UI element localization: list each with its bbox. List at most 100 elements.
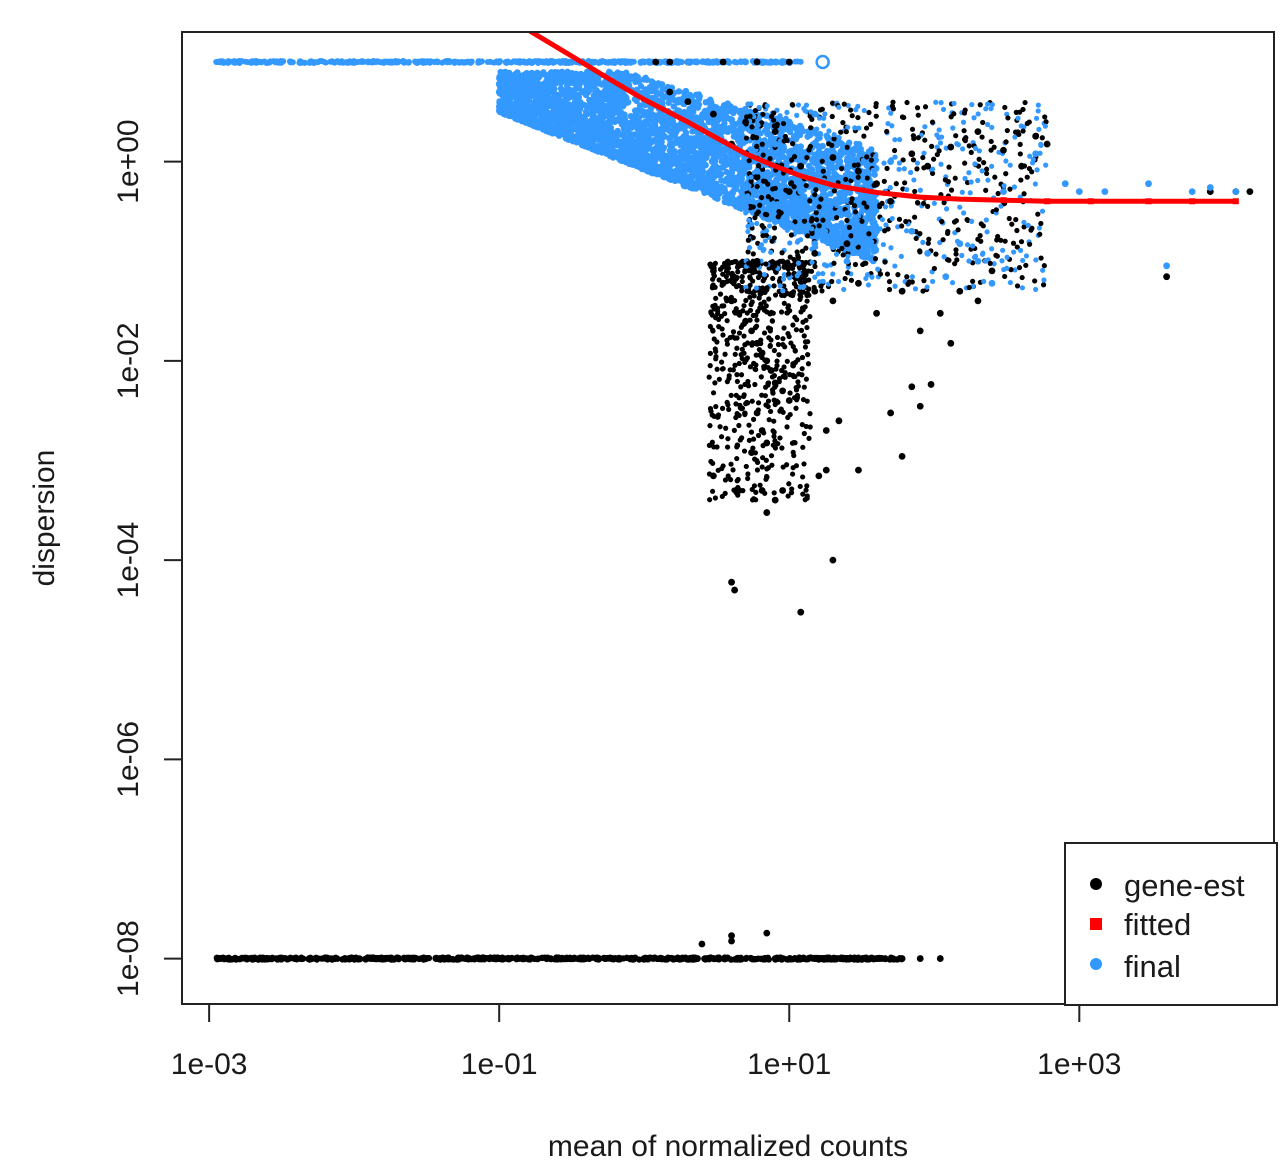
final-point xyxy=(667,139,674,146)
final-point xyxy=(554,117,561,124)
gene-est-point xyxy=(882,955,889,962)
gene-est-point xyxy=(742,955,750,962)
final-point xyxy=(439,59,446,66)
final-point xyxy=(631,107,639,114)
final-point xyxy=(421,58,428,65)
gene-est-point xyxy=(393,954,401,961)
final-point xyxy=(703,154,710,161)
gene-est-point xyxy=(724,318,730,324)
final-point xyxy=(626,146,633,154)
gene-est-point xyxy=(257,954,264,962)
gene-est-point xyxy=(329,955,337,962)
gene-est-point xyxy=(807,313,813,320)
gene-est-point xyxy=(707,406,714,412)
final-point xyxy=(643,120,651,127)
final-point xyxy=(823,148,831,156)
final-point xyxy=(604,127,612,135)
gene-est-point xyxy=(373,955,380,963)
gene-est-point xyxy=(741,333,747,339)
gene-est-point xyxy=(741,393,747,399)
final-point xyxy=(606,106,613,113)
gene-est-point xyxy=(356,955,364,963)
final-point xyxy=(519,91,527,99)
final-point xyxy=(530,58,537,65)
gene-est-point xyxy=(771,418,777,424)
final-point xyxy=(570,89,577,96)
final-point xyxy=(287,59,294,66)
final-point xyxy=(261,58,268,65)
final-point xyxy=(517,77,525,84)
final-point xyxy=(719,188,726,195)
final-point xyxy=(318,58,325,65)
gene-est-point xyxy=(659,955,666,962)
gene-est-point xyxy=(759,464,765,470)
final-point xyxy=(524,112,531,119)
final-point xyxy=(745,164,753,171)
final-point xyxy=(723,168,730,176)
final-point xyxy=(833,237,841,244)
gene-est-point xyxy=(754,467,761,473)
final-point xyxy=(676,154,684,161)
final-point xyxy=(540,70,548,78)
final-point xyxy=(818,184,825,192)
final-point xyxy=(808,182,815,189)
gene-est-point xyxy=(487,954,494,961)
final-point xyxy=(635,153,642,161)
final-point xyxy=(713,194,720,202)
gene-est-point xyxy=(767,328,773,334)
final-point xyxy=(667,153,674,160)
gene-est-point xyxy=(755,432,762,439)
final-point xyxy=(793,148,800,155)
final-point xyxy=(574,82,582,89)
final-point xyxy=(711,157,719,165)
gene-est-point xyxy=(778,309,785,315)
final-point xyxy=(714,117,722,124)
final-point xyxy=(600,114,607,121)
final-point xyxy=(860,229,867,236)
final-point xyxy=(836,223,844,230)
gene-est-point xyxy=(776,352,782,358)
gene-est-point xyxy=(709,488,716,494)
final-point xyxy=(658,118,666,126)
final-point xyxy=(780,153,787,161)
final-point xyxy=(621,155,628,162)
final-point xyxy=(675,88,683,95)
final-point xyxy=(565,128,573,136)
final-point xyxy=(869,215,876,222)
gene-est-point xyxy=(715,955,723,962)
gene-est-point xyxy=(801,430,807,437)
final-point xyxy=(637,83,645,90)
final-point xyxy=(515,116,523,123)
gene-est-point xyxy=(471,955,478,962)
final-point xyxy=(808,166,816,173)
gene-est-point xyxy=(600,954,607,962)
gene-est-point xyxy=(805,352,811,358)
gene-est-point xyxy=(595,954,602,962)
gene-est-point xyxy=(250,955,257,963)
final-point xyxy=(621,133,629,141)
final-point xyxy=(860,223,867,230)
final-point xyxy=(659,85,666,93)
point-clouds xyxy=(213,57,1049,963)
final-point xyxy=(568,59,575,66)
final-point xyxy=(718,177,725,184)
final-point xyxy=(836,190,843,198)
gene-est-point xyxy=(754,317,760,323)
gene-est-point xyxy=(797,292,803,298)
final-point xyxy=(820,233,827,240)
final-point xyxy=(678,59,685,66)
final-point xyxy=(537,114,545,122)
final-point xyxy=(655,138,663,146)
final-point xyxy=(371,58,378,65)
gene-est-point xyxy=(747,954,754,962)
final-point xyxy=(412,59,419,66)
gene-est-point xyxy=(664,956,671,963)
final-point xyxy=(586,103,593,111)
final-point xyxy=(576,122,583,130)
final-point xyxy=(536,123,544,131)
gene-est-point xyxy=(717,424,723,430)
gene-est-point xyxy=(750,312,756,319)
final-point xyxy=(558,71,565,78)
final-point xyxy=(681,142,688,149)
final-point xyxy=(562,135,570,142)
